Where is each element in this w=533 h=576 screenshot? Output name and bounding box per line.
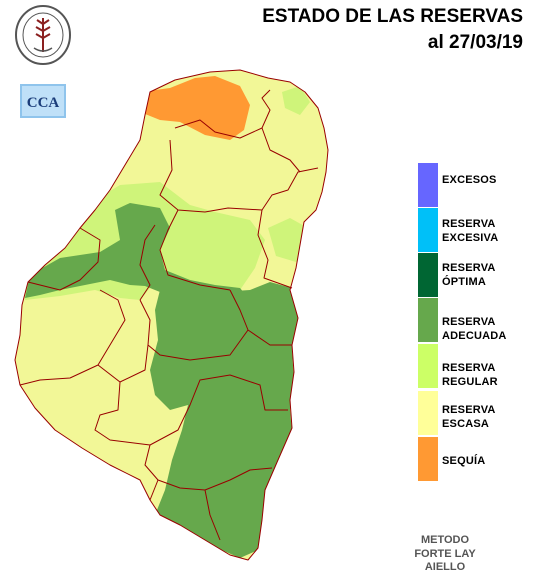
legend-label: RESERVA ESCASA <box>442 404 496 430</box>
legend-label: RESERVA ÓPTIMA <box>442 262 496 288</box>
legend-label: SEQUÍA <box>442 455 486 467</box>
map-title-block: ESTADO DE LAS RESERVAS al 27/03/19 <box>262 4 523 56</box>
zone-reserva-adecuada-north <box>25 203 250 305</box>
legend-item-reserva-optima: RESERVA ÓPTIMA <box>418 253 528 297</box>
legend-item-excesos: EXCESOS <box>418 163 528 207</box>
legend-swatch <box>418 344 438 388</box>
legend-swatch <box>418 298 438 342</box>
zone-reserva-regular-northeast <box>282 86 310 115</box>
legend-item-reserva-escasa: RESERVA ESCASA <box>418 391 528 435</box>
method-line: FORTE LAY <box>414 547 476 560</box>
department-borders <box>14 69 329 561</box>
legend-item-reserva-regular: RESERVA REGULAR <box>418 344 528 388</box>
legend-label: RESERVA REGULAR <box>442 362 498 388</box>
legend-item-reserva-adecuada: RESERVA ADECUADA <box>418 298 528 342</box>
legend-label: EXCESOS <box>442 174 497 186</box>
legend-swatch <box>418 437 438 481</box>
legend-swatch <box>418 253 438 297</box>
legend-label: RESERVA ADECUADA <box>442 316 507 342</box>
legend-swatch <box>418 163 438 207</box>
legend-item-reserva-excesiva: RESERVA EXCESIVA <box>418 208 528 252</box>
legend-label: RESERVA EXCESIVA <box>442 218 499 244</box>
bolsa-cereales-seal-icon <box>15 5 71 65</box>
cca-logo-text: CCA <box>27 95 60 111</box>
method-line: METODO <box>420 534 470 546</box>
legend-item-sequia: SEQUÍA <box>418 437 528 481</box>
map-date: al 27/03/19 <box>427 32 523 53</box>
cca-logo-icon: CCA <box>20 84 66 118</box>
zone-sequia <box>140 76 250 140</box>
method-credit: METODO FORTE LAY AIELLO <box>400 534 490 575</box>
legend-swatch <box>418 208 438 252</box>
legend-swatch <box>418 391 438 435</box>
map-title: ESTADO DE LAS RESERVAS <box>262 6 523 27</box>
method-line: AIELLO <box>424 561 466 573</box>
